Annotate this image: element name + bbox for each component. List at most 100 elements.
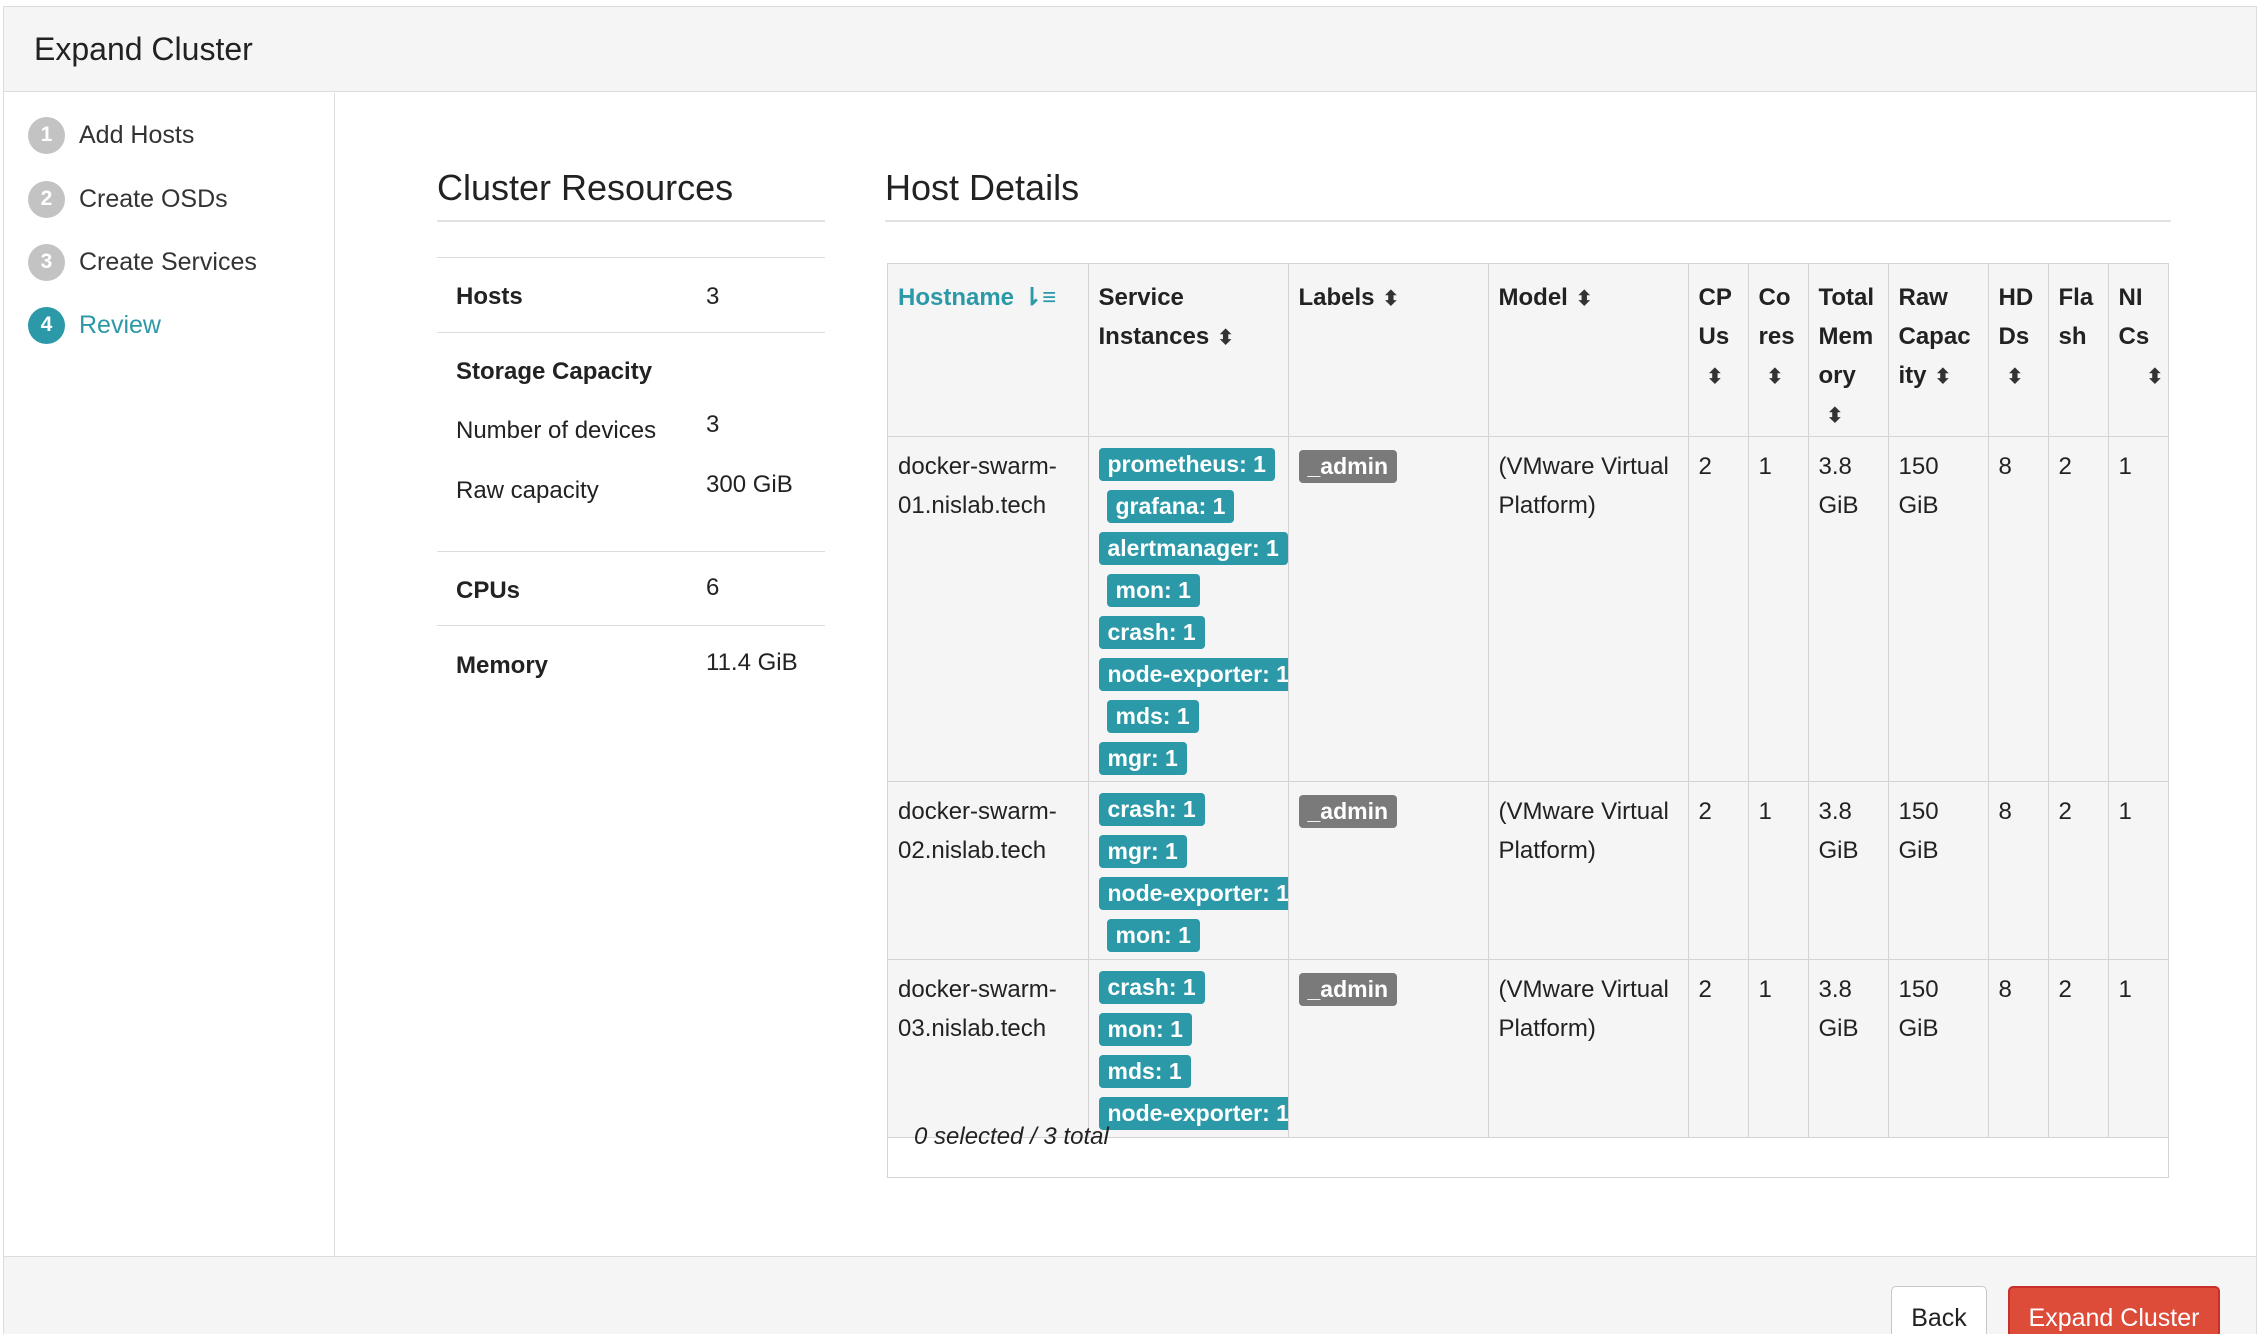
column-label-line: Us	[1698, 323, 1730, 350]
memory-line: 3.8	[1818, 453, 1852, 480]
page-title: Expand Cluster	[34, 31, 253, 67]
labels-cell: _admin	[1288, 781, 1489, 960]
column-label: Model	[1498, 284, 1568, 311]
sort-icon: ⬍	[1575, 288, 1593, 310]
service-badge: alertmanager: 1	[1098, 532, 1287, 565]
column-nics[interactable]: NI Cs ⬍	[2108, 264, 2168, 437]
sort-icon: ⬍	[1766, 366, 1784, 388]
expand-cluster-button[interactable]: Expand Cluster	[2008, 1286, 2220, 1334]
service-badge: node-exporter: 1	[1098, 658, 1287, 691]
memory-value: 11.4 GiB	[706, 649, 798, 676]
raw-capacity-value: 300 GiB	[706, 471, 793, 498]
model-line: (VMware Virtual	[1498, 798, 1669, 825]
step-review[interactable]: 4 Review	[28, 303, 161, 347]
column-total-memory[interactable]: Total Mem ory ⬍	[1808, 264, 1889, 437]
step-create-osds[interactable]: 2 Create OSDs	[28, 177, 228, 221]
service-badge: node-exporter: 1	[1098, 877, 1287, 910]
nics-cell: 1	[2108, 959, 2168, 1138]
step-label: Create Services	[79, 247, 257, 276]
column-label-line: ory	[1818, 362, 1856, 389]
divider	[437, 625, 825, 626]
column-hostname[interactable]: Hostname ⇂≡	[888, 264, 1089, 437]
column-labels[interactable]: Labels ⬍	[1288, 264, 1489, 437]
column-hdds[interactable]: HD Ds ⬍	[1988, 264, 2049, 437]
column-label-line: CP	[1698, 284, 1732, 311]
model-cell: (VMware Virtual Platform)	[1488, 781, 1689, 960]
column-label-line: NI	[2118, 284, 2143, 311]
table-row[interactable]: docker-swarm- 03.nislab.tech crash: 1 mo…	[888, 959, 2168, 1138]
column-label-line: Service	[1098, 284, 1184, 311]
labels-cell: _admin	[1288, 436, 1489, 782]
sort-icon: ⬍	[1382, 288, 1400, 310]
memory-line: 3.8	[1818, 798, 1852, 825]
step-number: 4	[28, 306, 65, 344]
hostname-cell: docker-swarm- 03.nislab.tech	[888, 959, 1089, 1138]
column-label-line: Instances	[1098, 323, 1210, 350]
memory-cell: 3.8 GiB	[1808, 781, 1889, 960]
flash-cell: 2	[2048, 959, 2109, 1138]
service-badge: crash: 1	[1098, 971, 1205, 1004]
hostname-line: docker-swarm-	[898, 798, 1057, 825]
divider	[437, 332, 825, 333]
model-line: (VMware Virtual	[1498, 453, 1669, 480]
column-label-line: Mem	[1818, 323, 1874, 350]
hostname-line: 02.nislab.tech	[898, 837, 1047, 864]
memory-line: GiB	[1818, 837, 1859, 864]
column-label-line: HD	[1998, 284, 2034, 311]
service-badge: mon: 1	[1106, 919, 1200, 952]
divider	[437, 220, 825, 222]
column-flash[interactable]: Fla sh	[2048, 264, 2109, 437]
hdds-cell: 8	[1988, 436, 2049, 782]
table-row[interactable]: docker-swarm- 01.nislab.tech prometheus:…	[888, 436, 2168, 782]
column-label-line: Fla	[2058, 284, 2094, 311]
service-badge: mon: 1	[1106, 574, 1200, 607]
hostname-line: 01.nislab.tech	[898, 492, 1047, 519]
devices-value: 3	[706, 411, 720, 438]
devices-label: Number of devices	[456, 417, 657, 444]
model-line: Platform)	[1498, 492, 1596, 519]
sort-icon: ⬍	[2006, 366, 2024, 388]
memory-label: Memory	[456, 652, 549, 679]
service-instances-cell: crash: 1 mgr: 1 node-exporter: 1 mon: 1	[1088, 781, 1289, 960]
raw-line: 150	[1898, 976, 1939, 1003]
column-label: Hostname	[898, 284, 1015, 311]
column-label-line: Ds	[1998, 323, 2030, 350]
cores-cell: 1	[1748, 959, 1809, 1138]
column-cpus[interactable]: CP Us ⬍	[1688, 264, 1749, 437]
step-number: 2	[28, 180, 65, 218]
back-button[interactable]: Back	[1891, 1286, 1987, 1334]
service-instances-cell: crash: 1 mon: 1 mds: 1 node-exporter: 1	[1088, 959, 1289, 1138]
labels-cell: _admin	[1288, 959, 1489, 1138]
cpus-cell: 2	[1688, 436, 1749, 782]
column-service-instances[interactable]: Service Instances ⬍	[1088, 264, 1289, 437]
table-row[interactable]: docker-swarm- 02.nislab.tech crash: 1 mg…	[888, 781, 2168, 960]
column-label-line: ity	[1898, 362, 1927, 389]
column-label-line: res	[1758, 323, 1795, 350]
column-cores[interactable]: Co res ⬍	[1748, 264, 1809, 437]
column-label-line: Co	[1758, 284, 1791, 311]
wizard-header: Expand Cluster	[4, 7, 2256, 92]
model-cell: (VMware Virtual Platform)	[1488, 436, 1689, 782]
service-badge: crash: 1	[1098, 616, 1205, 649]
step-add-hosts[interactable]: 1 Add Hosts	[28, 113, 194, 157]
memory-cell: 3.8 GiB	[1808, 959, 1889, 1138]
nics-cell: 1	[2108, 436, 2168, 782]
hdds-cell: 8	[1988, 781, 2049, 960]
sort-icon: ⬍	[2146, 366, 2164, 388]
service-badge: mon: 1	[1098, 1013, 1192, 1046]
label-badge: _admin	[1298, 795, 1398, 828]
service-badge: crash: 1	[1098, 793, 1205, 826]
flash-cell: 2	[2048, 436, 2109, 782]
cores-cell: 1	[1748, 781, 1809, 960]
label-badge: _admin	[1298, 450, 1398, 483]
memory-cell: 3.8 GiB	[1808, 436, 1889, 782]
label-badge: _admin	[1298, 973, 1398, 1006]
expand-cluster-wizard: Expand Cluster 1 Add Hosts 2 Create OSDs…	[3, 6, 2257, 1334]
step-number: 3	[28, 243, 65, 281]
step-create-services[interactable]: 3 Create Services	[28, 240, 257, 284]
column-model[interactable]: Model ⬍	[1488, 264, 1689, 437]
wizard-steps: 1 Add Hosts 2 Create OSDs 3 Create Servi…	[4, 93, 335, 1256]
sort-amount-up-icon: ⇂≡	[1022, 284, 1057, 311]
column-raw-capacity[interactable]: Raw Capac ity ⬍	[1888, 264, 1989, 437]
column-label-line: Capac	[1898, 323, 1971, 350]
